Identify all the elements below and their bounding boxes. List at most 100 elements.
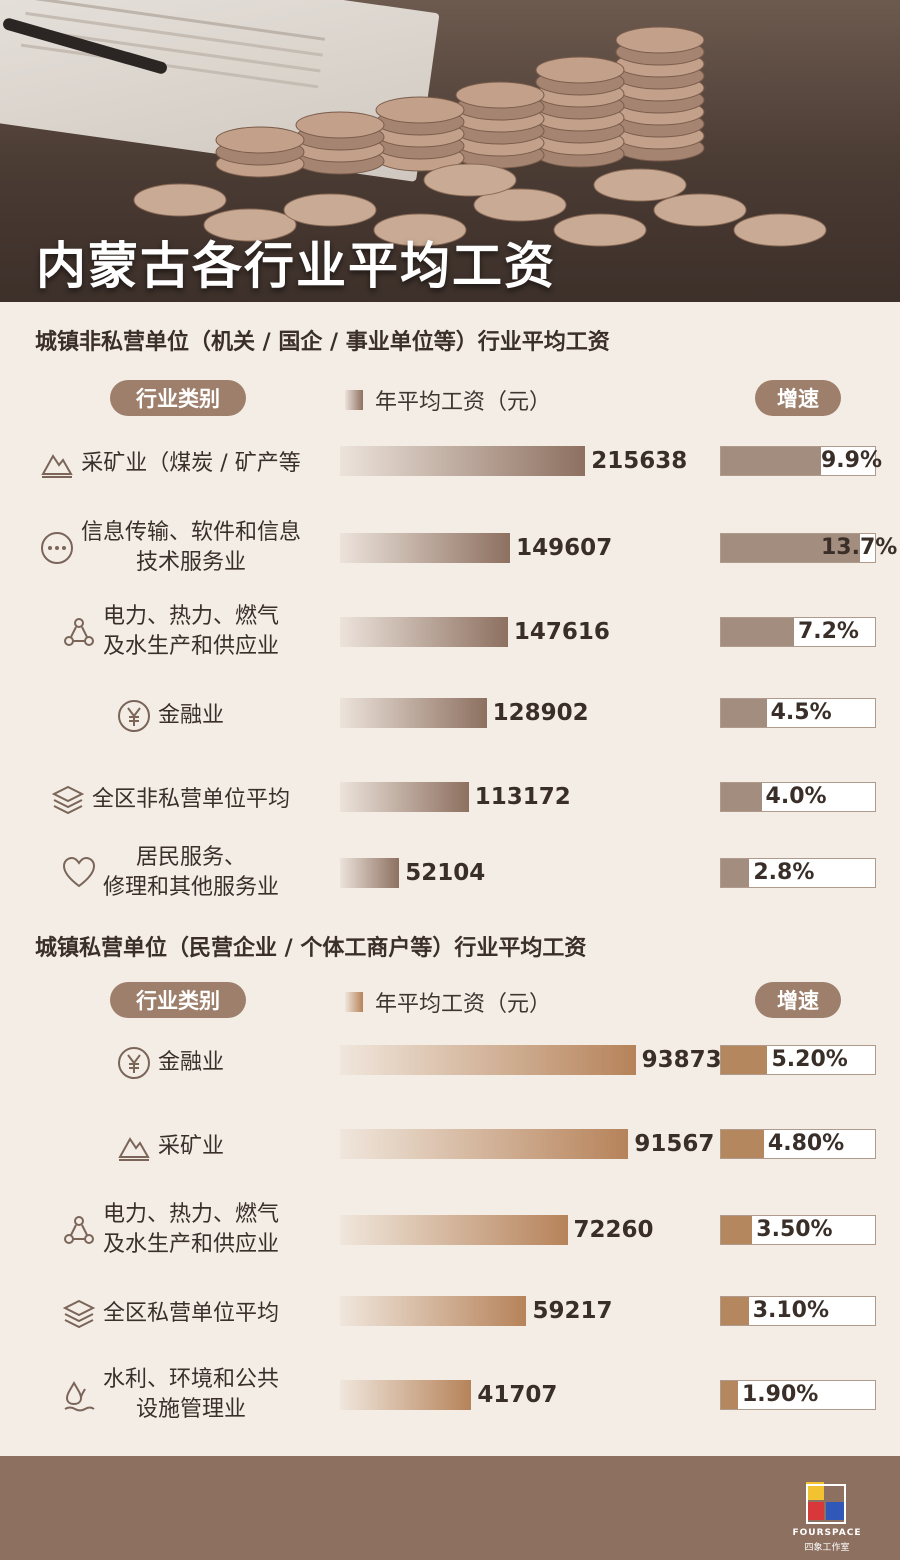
category-text-line: 设施管理业 [135,1397,246,1422]
growth-value-label: 9.9% [821,448,883,473]
category-text: 全区非私营单位平均 [92,785,290,815]
salary-bar [340,858,400,888]
salary-bar [340,533,511,563]
salary-bar [340,1296,527,1326]
category-label: 电力、热力、燃气 及水生产和供应业 [0,1200,340,1260]
category-header-pill: 行业类别 [110,380,246,416]
legend: 年平均工资（元） [345,384,551,416]
growth-fill [721,1046,768,1074]
mountain-icon [39,446,75,482]
network-icon [61,1212,97,1248]
salary-bar [340,617,508,647]
salary-value-label: 72260 [573,1217,654,1243]
category-text: 水利、环境和公共 设施管理业 [103,1365,279,1425]
salary-value-label: 41707 [477,1382,558,1408]
category-label: 金融业 [0,1045,340,1081]
salary-bar [340,1129,629,1159]
category-text-line: 及水生产和供应业 [102,1232,279,1257]
category-text-line: 全区私营单位平均 [102,1301,279,1326]
section-title: 城镇私营单位（民营企业 / 个体工商户等）行业平均工资 [35,936,587,961]
growth-box: 9.9% [720,446,882,476]
category-text: 电力、热力、燃气 及水生产和供应业 [103,1200,279,1260]
category-text-line: 全区非私营单位平均 [91,787,290,812]
salary-bar [340,1380,472,1410]
category-text-line: 信息传输、软件和信息 [80,520,301,545]
salary-value-label: 59217 [532,1298,613,1324]
growth-value-label: 1.90% [741,1382,819,1407]
section-title: 城镇非私营单位（机关 / 国企 / 事业单位等）行业平均工资 [35,330,610,355]
page-title: 内蒙古各行业平均工资 [36,237,556,295]
network-icon [61,614,97,650]
salary-bar [340,446,586,476]
salary-bar [340,698,487,728]
growth-value-label: 5.20% [771,1047,848,1072]
salary-value-label: 215638 [591,448,688,474]
growth-fill [721,1130,764,1158]
legend: 年平均工资（元） [345,986,551,1018]
growth-value-label: 3.10% [752,1298,830,1323]
category-text: 全区私营单位平均 [103,1299,279,1329]
category-label: 全区非私营单位平均 [0,782,340,818]
category-text: 居民服务、修理和其他服务业 [103,843,279,903]
growth-box: 3.50% [720,1215,876,1245]
header-banner: 内蒙古各行业平均工资 [0,0,900,302]
category-text: 金融业 [158,701,224,731]
growth-value-label: 4.0% [765,784,827,809]
salary-bar [340,782,469,812]
category-label: 采矿业（煤炭 / 矿产等 [0,446,340,482]
growth-fill [721,783,762,811]
growth-box: 2.8% [720,858,876,888]
growth-value-label: 4.80% [767,1131,845,1156]
growth-fill [721,1381,738,1409]
category-text-line: 修理和其他服务业 [102,875,279,900]
salary-value-label: 147616 [513,619,610,645]
salary-value-label: 93873 [641,1047,722,1073]
category-text: 金融业 [158,1048,224,1078]
growth-fill [721,1297,749,1325]
brand-logo: FOURSPACE 四象工作室 [784,1474,870,1554]
category-text-line: 电力、热力、燃气 [102,604,279,629]
category-text-line: 采矿业（煤炭 / 矿产等 [81,451,301,476]
growth-value-label: 4.5% [770,700,832,725]
category-text-line: 金融业 [157,703,224,728]
category-label: 居民服务、修理和其他服务业 [0,843,340,903]
coins-illustration [133,26,827,247]
growth-value-label: 7.2% [797,619,859,644]
growth-box: 13.7% [720,533,897,563]
category-text: 信息传输、软件和信息 技术服务业 [81,518,301,578]
brand-subtitle: 四象工作室 [804,1543,850,1553]
growth-fill [721,699,767,727]
growth-box: 5.20% [720,1045,876,1075]
legend-label: 年平均工资（元） [375,390,552,415]
category-text-line: 居民服务、 [135,845,246,870]
yuan-icon [116,1045,152,1081]
category-text-line: 采矿业 [157,1134,224,1159]
category-label: 金融业 [0,698,340,734]
category-text: 电力、热力、燃气 及水生产和供应业 [103,602,279,662]
growth-box: 7.2% [720,617,876,647]
category-label: 电力、热力、燃气 及水生产和供应业 [0,602,340,662]
growth-fill [721,618,794,646]
salary-bar [340,1045,636,1075]
category-text: 采矿业 [158,1132,224,1162]
growth-box: 4.0% [720,782,876,812]
footer: FOURSPACE 四象工作室 [0,1456,900,1560]
growth-box: 3.10% [720,1296,876,1326]
growth-value-label: 2.8% [753,860,815,885]
growth-fill [721,447,822,475]
category-text-line: 电力、热力、燃气 [102,1202,279,1227]
yuan-icon [116,698,152,734]
category-text-line: 及水生产和供应业 [102,634,279,659]
heart-icon [61,855,97,891]
growth-box: 4.80% [720,1129,876,1159]
category-label: 水利、环境和公共 设施管理业 [0,1365,340,1425]
salary-value-label: 91567 [634,1131,715,1157]
growth-fill [721,1216,753,1244]
growth-value-label: 3.50% [756,1217,833,1242]
growth-box: 1.90% [720,1380,876,1410]
category-text-line: 水利、环境和公共 [102,1367,279,1392]
category-label: 全区私营单位平均 [0,1296,340,1332]
growth-fill [721,534,860,562]
brand-name: FOURSPACE [792,1528,862,1538]
salary-value-label: 52104 [405,860,486,886]
